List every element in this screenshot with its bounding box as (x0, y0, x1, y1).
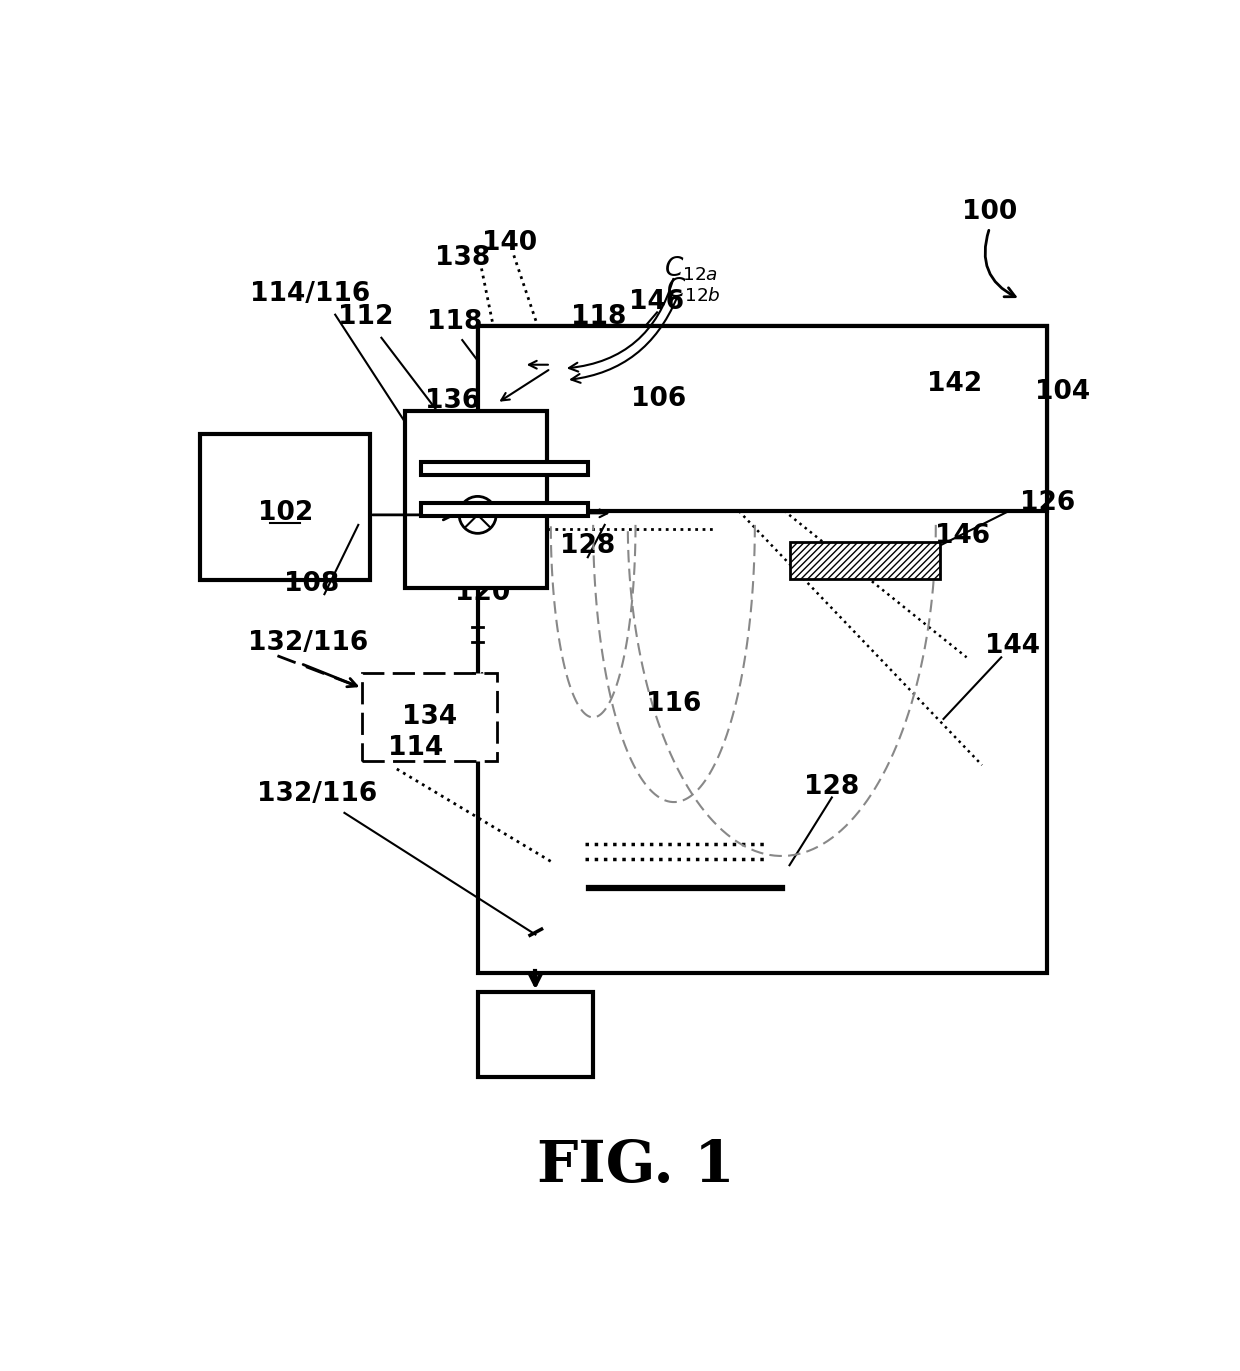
Text: 144: 144 (986, 633, 1040, 659)
Text: 142: 142 (928, 372, 982, 398)
Text: 110: 110 (408, 563, 463, 590)
Text: 132/116: 132/116 (258, 781, 378, 808)
Bar (420, 502, 589, 517)
Text: 122: 122 (445, 544, 500, 570)
Text: 130: 130 (507, 1023, 563, 1049)
Text: 124: 124 (461, 410, 517, 436)
Text: 118: 118 (570, 304, 626, 330)
Text: $C_{12b}$: $C_{12b}$ (666, 276, 722, 303)
Text: 146: 146 (935, 522, 991, 548)
Text: 112: 112 (339, 304, 393, 330)
Text: 114: 114 (388, 735, 444, 761)
Bar (422, 463, 587, 474)
Text: 128: 128 (560, 533, 615, 558)
Bar (422, 505, 587, 515)
Text: 146: 146 (630, 288, 684, 314)
Text: 138: 138 (435, 245, 490, 271)
Text: 104: 104 (1035, 378, 1090, 404)
Text: 128: 128 (805, 773, 859, 799)
Bar (477, 326, 1048, 973)
Text: 106: 106 (631, 387, 686, 413)
Text: 132/116: 132/116 (248, 631, 368, 657)
Bar (790, 542, 940, 579)
Text: 108: 108 (284, 572, 340, 598)
Bar (201, 435, 370, 580)
Text: 100: 100 (962, 199, 1017, 225)
Text: 114/116: 114/116 (249, 281, 370, 307)
Text: 116: 116 (646, 691, 702, 717)
Bar (477, 326, 1048, 511)
Text: 140: 140 (482, 230, 538, 256)
Text: 118: 118 (427, 310, 482, 336)
Bar (420, 461, 589, 476)
Text: $C_{12a}$: $C_{12a}$ (663, 255, 718, 284)
Bar (362, 673, 497, 761)
Text: 102: 102 (258, 499, 312, 525)
Bar (404, 411, 547, 588)
Text: 126: 126 (1019, 491, 1075, 517)
Text: 136: 136 (425, 388, 481, 414)
Text: 120: 120 (455, 580, 511, 606)
Bar (477, 993, 593, 1078)
Text: 134: 134 (402, 705, 456, 731)
Text: FIG. 1: FIG. 1 (537, 1138, 734, 1194)
